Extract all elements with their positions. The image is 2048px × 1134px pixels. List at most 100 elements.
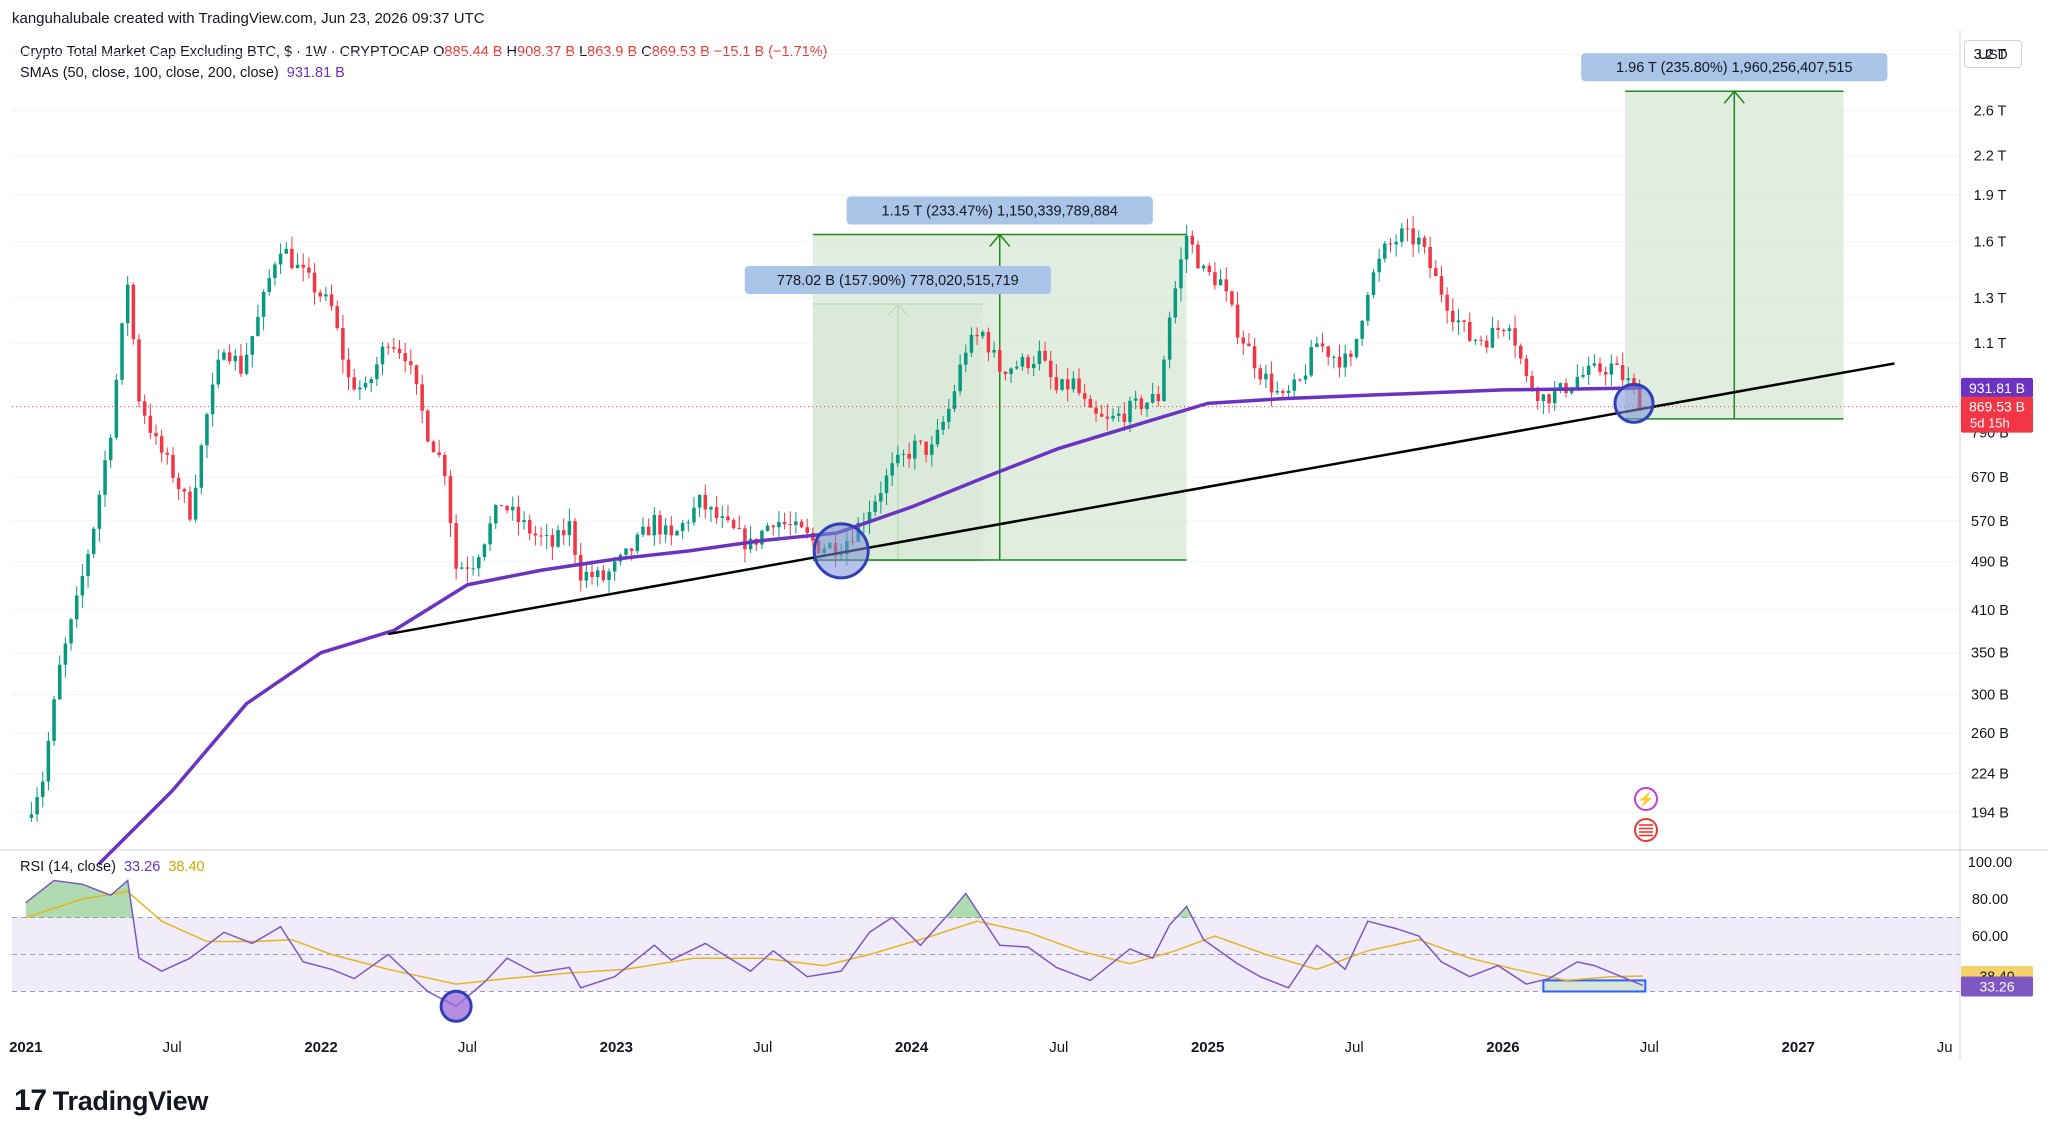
candle <box>595 566 600 587</box>
candle-body <box>782 521 787 525</box>
candle <box>1451 298 1455 332</box>
candle <box>1309 339 1313 378</box>
candle-body <box>1116 413 1121 416</box>
candle-body <box>924 441 928 455</box>
candle <box>137 334 141 408</box>
candle <box>675 529 679 536</box>
sma-legend-label[interactable]: SMAs (50, close, 100, close, 200, close) <box>20 65 279 81</box>
time-tick-label: 2022 <box>304 1039 337 1056</box>
candle <box>1292 373 1296 399</box>
candle <box>737 515 742 530</box>
candle <box>477 554 481 577</box>
candle-body <box>1003 371 1008 375</box>
candle-body <box>1581 374 1585 377</box>
candle-body <box>244 354 249 374</box>
candle <box>1020 353 1025 371</box>
candle-body <box>91 528 96 554</box>
candle <box>765 522 770 532</box>
candle-body <box>46 740 51 782</box>
candle <box>550 528 555 561</box>
candle-body <box>1139 398 1144 410</box>
rsi-range-box <box>1542 979 1647 993</box>
sma-legend[interactable]: SMAs (50, close, 100, close, 200, close)… <box>20 65 345 81</box>
candle-body <box>482 544 487 558</box>
time-tick-label: Jul <box>163 1039 182 1056</box>
us-flag-event-icon[interactable] <box>1634 818 1658 842</box>
candle <box>1094 400 1098 423</box>
symbol-title[interactable]: Crypto Total Market Cap Excluding BTC, $… <box>20 44 430 60</box>
candle-body <box>1383 243 1387 259</box>
rsi-value-badge-text: 33.26 <box>1979 978 2014 994</box>
candle <box>250 336 255 368</box>
candle-body <box>1082 393 1087 400</box>
main-series-legend[interactable]: Crypto Total Market Cap Excluding BTC, $… <box>20 44 827 60</box>
candle-body <box>1603 371 1608 375</box>
candle <box>1609 354 1614 386</box>
candle <box>397 340 402 359</box>
candle-body <box>601 570 606 581</box>
measure-label-box <box>744 265 1051 294</box>
candle-body <box>907 453 911 459</box>
candle <box>641 517 645 538</box>
candle <box>1014 360 1019 370</box>
candle-body <box>324 294 328 297</box>
rsi-tick-label: 60.00 <box>1972 929 2008 945</box>
candle <box>1428 236 1432 279</box>
candle <box>1575 364 1580 390</box>
candle-body <box>154 432 158 437</box>
last-price-badge <box>1961 396 2033 433</box>
price-tick-label: 1.9 T <box>1974 188 2007 204</box>
rsi-legend[interactable]: RSI (14, close) 33.26 38.40 <box>20 859 205 875</box>
measure-label: 778.02 B (157.90%) 778,020,515,719 <box>744 265 1051 294</box>
candle <box>652 507 657 546</box>
rsi-tick-label: 100.00 <box>1968 855 2012 871</box>
candle-body <box>1190 235 1195 245</box>
price-tick-label: 670 B <box>1971 470 2009 486</box>
candle <box>1394 234 1398 257</box>
candle <box>267 268 272 296</box>
candle <box>663 518 668 543</box>
candle-body <box>703 494 708 510</box>
measure-arrow-head <box>989 233 1011 247</box>
candle-body <box>205 414 209 446</box>
candle <box>590 560 594 585</box>
candle <box>1581 366 1585 379</box>
time-tick-label: 2025 <box>1191 1039 1224 1056</box>
currency-button[interactable]: USD <box>1964 40 2022 68</box>
candle-body <box>1281 390 1285 394</box>
tradingview-logo[interactable]: 17 TradingView <box>14 1084 208 1118</box>
candle <box>1411 215 1415 258</box>
price-tick-label: 1.6 T <box>1974 235 2007 251</box>
ohlc-open-label: O <box>433 44 445 60</box>
candle <box>969 327 974 357</box>
lightning-event-icon[interactable]: ⚡ <box>1634 787 1658 811</box>
candle-body <box>1451 310 1455 323</box>
candle <box>997 344 1002 374</box>
candle <box>1281 388 1285 398</box>
rsi-legend-label[interactable]: RSI (14, close) <box>20 859 116 875</box>
candle-body <box>329 294 334 307</box>
candle <box>499 505 504 507</box>
candle <box>443 452 447 486</box>
candle-body <box>1349 353 1353 358</box>
candle <box>358 380 362 401</box>
candle-body <box>392 347 396 349</box>
candle <box>544 523 549 550</box>
candle-body <box>879 493 883 502</box>
candle-body <box>1065 379 1070 390</box>
candle-body <box>890 463 894 476</box>
candle-body <box>1241 337 1246 344</box>
candle <box>1298 378 1302 382</box>
candle <box>1207 262 1212 276</box>
candle <box>471 556 475 576</box>
sma-line-layer <box>97 386 1643 866</box>
candle-body <box>426 410 430 442</box>
candle-body <box>256 316 260 337</box>
time-tick-label: Jul <box>1640 1039 1659 1056</box>
candle <box>1620 352 1625 390</box>
candle <box>1366 291 1370 326</box>
candle-body <box>1184 235 1189 260</box>
candle <box>380 341 385 375</box>
candle-body <box>1541 394 1546 401</box>
